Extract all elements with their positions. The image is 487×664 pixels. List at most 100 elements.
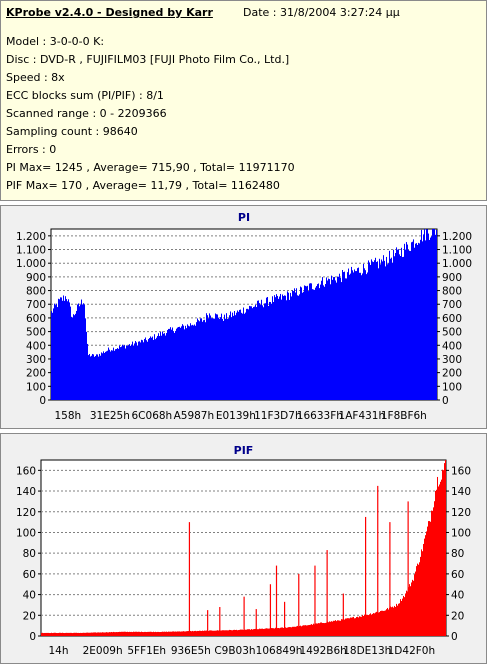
- pif-data-bar: [303, 625, 304, 636]
- pif-spike: [407, 501, 409, 636]
- pi-data-bar: [146, 340, 147, 400]
- pi-data-bar: [112, 350, 113, 400]
- pif-data-bar: [388, 609, 389, 636]
- pif-data-bar: [382, 610, 383, 636]
- pif-data-bar: [185, 631, 186, 636]
- pi-data-bar: [311, 283, 312, 400]
- pif-data-bar: [150, 631, 151, 636]
- pi-data-bar: [288, 292, 289, 400]
- pi-data-bar: [228, 318, 229, 400]
- pif-data-bar: [174, 631, 175, 636]
- pi-data-bar: [420, 239, 421, 400]
- pi-data-bar: [120, 347, 121, 400]
- pif-data-bar: [99, 632, 100, 636]
- pif-data-bar: [427, 526, 428, 636]
- pi-ytick-label-right: 1.200: [442, 231, 472, 243]
- pi-data-bar: [142, 340, 143, 400]
- pif-spike: [298, 573, 300, 636]
- pif-data-bar: [355, 618, 356, 636]
- pif-ytick-label-left: 140: [16, 486, 36, 498]
- pif-data-bar: [262, 628, 263, 636]
- pi-data-bar: [301, 287, 302, 400]
- pif-data-bar: [432, 510, 433, 636]
- pif-data-bar: [291, 627, 292, 636]
- pif-data-bar: [406, 590, 407, 636]
- pi-data-bar: [230, 311, 231, 400]
- pi-data-bar: [281, 299, 282, 400]
- pif-data-bar: [201, 631, 202, 636]
- pif-data-bar: [177, 631, 178, 636]
- pi-data-bar: [418, 242, 419, 400]
- pi-data-bar: [151, 337, 152, 400]
- pif-data-bar: [283, 627, 284, 636]
- pif-data-bar: [281, 627, 282, 636]
- pi-data-bar: [126, 345, 127, 400]
- pi-data-bar: [312, 289, 313, 400]
- pif-data-bar: [76, 632, 77, 636]
- pif-data-bar: [122, 631, 123, 636]
- pif-data-bar: [369, 614, 370, 636]
- pif-data-bar: [184, 631, 185, 636]
- pif-data-bar: [199, 630, 200, 636]
- pi-data-bar: [184, 329, 185, 400]
- pif-data-bar: [91, 632, 92, 636]
- pif-data-bar: [335, 620, 336, 636]
- pi-data-bar: [72, 317, 73, 400]
- pi-data-bar: [379, 258, 380, 400]
- pif-data-bar: [309, 624, 310, 636]
- pi-data-bar: [147, 341, 148, 400]
- pif-xtick-label: 14h: [48, 645, 68, 657]
- pif-data-bar: [288, 627, 289, 636]
- pif-data-bar: [367, 614, 368, 636]
- pif-data-bar: [421, 549, 422, 636]
- pi-data-bar: [389, 250, 390, 400]
- pif-data-bar: [269, 628, 270, 636]
- pi-data-bar: [383, 255, 384, 400]
- pif-data-bar: [81, 632, 82, 636]
- pi-data-bar: [194, 324, 195, 400]
- pi-data-bar: [374, 260, 375, 400]
- pi-data-bar: [394, 256, 395, 400]
- pif-data-bar: [425, 535, 426, 636]
- pi-data-bar: [387, 264, 388, 400]
- pi-data-bar: [131, 344, 132, 400]
- pi-data-bar: [111, 350, 112, 400]
- pi-data-bar: [66, 299, 67, 400]
- pi-data-bar: [310, 283, 311, 400]
- pi-data-bar: [434, 229, 435, 400]
- pi-xtick-label: 1AF431h: [339, 410, 386, 422]
- pi-data-bar: [410, 251, 411, 400]
- pif-spike: [219, 607, 221, 636]
- pif-data-bar: [72, 633, 73, 636]
- pif-data-bar: [108, 632, 109, 636]
- pif-data-bar: [58, 632, 59, 636]
- pi-data-bar: [357, 268, 358, 400]
- pif-spike: [389, 522, 391, 636]
- pi-data-bar: [274, 295, 275, 400]
- pi-data-bar: [150, 336, 151, 400]
- pif-data-bar: [52, 633, 53, 636]
- pi-ytick-label-right: 100: [442, 381, 462, 393]
- pif-data-bar: [206, 630, 207, 636]
- pi-data-bar: [425, 240, 426, 400]
- pif-data-bar: [407, 591, 408, 636]
- pi-data-bar: [341, 282, 342, 400]
- info-errors: Errors : 0: [6, 143, 57, 156]
- pif-data-bar: [134, 631, 135, 636]
- pif-data-bar: [395, 607, 396, 636]
- pif-data-bar: [93, 632, 94, 636]
- pi-data-bar: [243, 307, 244, 400]
- pif-data-bar: [56, 632, 57, 636]
- pi-data-bar: [88, 355, 89, 400]
- pif-xtick-label: 18DE13h: [343, 645, 391, 657]
- pi-chart-panel: PI 0 0 100 100 200 200 300 300 400 400 500 500 600 600…: [0, 205, 487, 429]
- pi-data-bar: [280, 293, 281, 400]
- pi-ytick-label-left: 200: [26, 368, 46, 380]
- pif-data-bar: [247, 629, 248, 636]
- pif-spike: [188, 522, 191, 636]
- pi-data-bar: [436, 229, 437, 400]
- pif-data-bar: [302, 625, 303, 636]
- pi-data-bar: [179, 326, 180, 400]
- pif-data-bar: [438, 486, 439, 636]
- pif-data-bar: [175, 631, 176, 636]
